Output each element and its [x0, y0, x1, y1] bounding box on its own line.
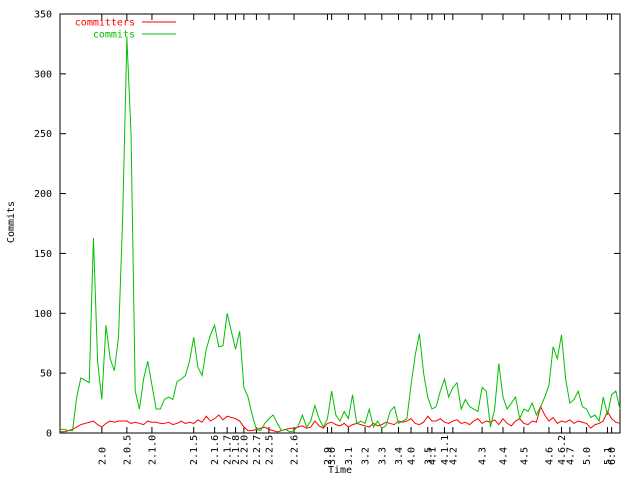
- x-tick-label: 3.1: [344, 447, 355, 465]
- x-tick-label: 2.1.5: [189, 435, 200, 465]
- legend-label: commits: [93, 30, 135, 41]
- x-tick-label: 3.4: [394, 447, 405, 465]
- x-tick-label: 4.4: [498, 447, 509, 465]
- x-tick-label: 4.1: [427, 447, 438, 465]
- x-tick-label: 4.6.2: [557, 435, 568, 465]
- x-tick-label: 2.2.6: [290, 435, 301, 465]
- x-tick-label: 4.3: [478, 447, 489, 465]
- series-line: [60, 37, 621, 433]
- x-tick-label: 2.2.0: [239, 435, 250, 465]
- plot-frame: [59, 13, 621, 434]
- y-tick-label: 0: [46, 429, 52, 440]
- x-tick-label: 3.3: [377, 447, 388, 465]
- y-tick-label: 100: [34, 309, 52, 320]
- x-tick-label: 3.5: [423, 447, 434, 465]
- x-tick-label: 2.0.5: [122, 435, 133, 465]
- x-tick-label: 3.2: [361, 447, 372, 465]
- x-tick-label: 4.0: [407, 447, 418, 465]
- y-tick-label: 350: [34, 10, 52, 21]
- x-tick-label: 4.5: [519, 447, 530, 465]
- y-tick-label: 250: [34, 129, 52, 140]
- y-axis-label: Commits: [6, 201, 17, 243]
- x-tick-label: 4.1.1: [440, 435, 451, 465]
- x-tick-label: 3.0: [327, 447, 338, 465]
- x-tick-label: 2.1.8: [231, 435, 242, 465]
- x-tick-label: 4.6: [544, 447, 555, 465]
- x-tick-label: 2.1.6: [210, 435, 221, 465]
- x-tick-label: 2.2.7: [252, 435, 263, 465]
- x-axis-label: Time: [328, 465, 352, 476]
- x-tick-label: 2.0: [97, 447, 108, 465]
- y-tick-label: 150: [34, 249, 52, 260]
- x-tick-label: 2.2.5: [264, 435, 275, 465]
- x-tick-label: 6.0: [607, 447, 618, 465]
- x-tick-label: 4.7: [565, 447, 576, 465]
- x-tick-label: 2.1.0: [147, 435, 158, 465]
- x-tick-label: 5.0: [582, 447, 593, 465]
- y-tick-label: 300: [34, 69, 52, 80]
- series-line: [60, 405, 621, 433]
- x-tick-label: 5.1: [603, 447, 614, 465]
- x-tick-label: 4.2: [448, 447, 459, 465]
- y-tick-label: 200: [34, 189, 52, 200]
- y-tick-label: 50: [40, 369, 52, 380]
- legend-label: committers: [75, 18, 135, 29]
- x-tick-label: 2.1.7: [223, 435, 234, 465]
- x-tick-label: 2.9: [323, 447, 334, 465]
